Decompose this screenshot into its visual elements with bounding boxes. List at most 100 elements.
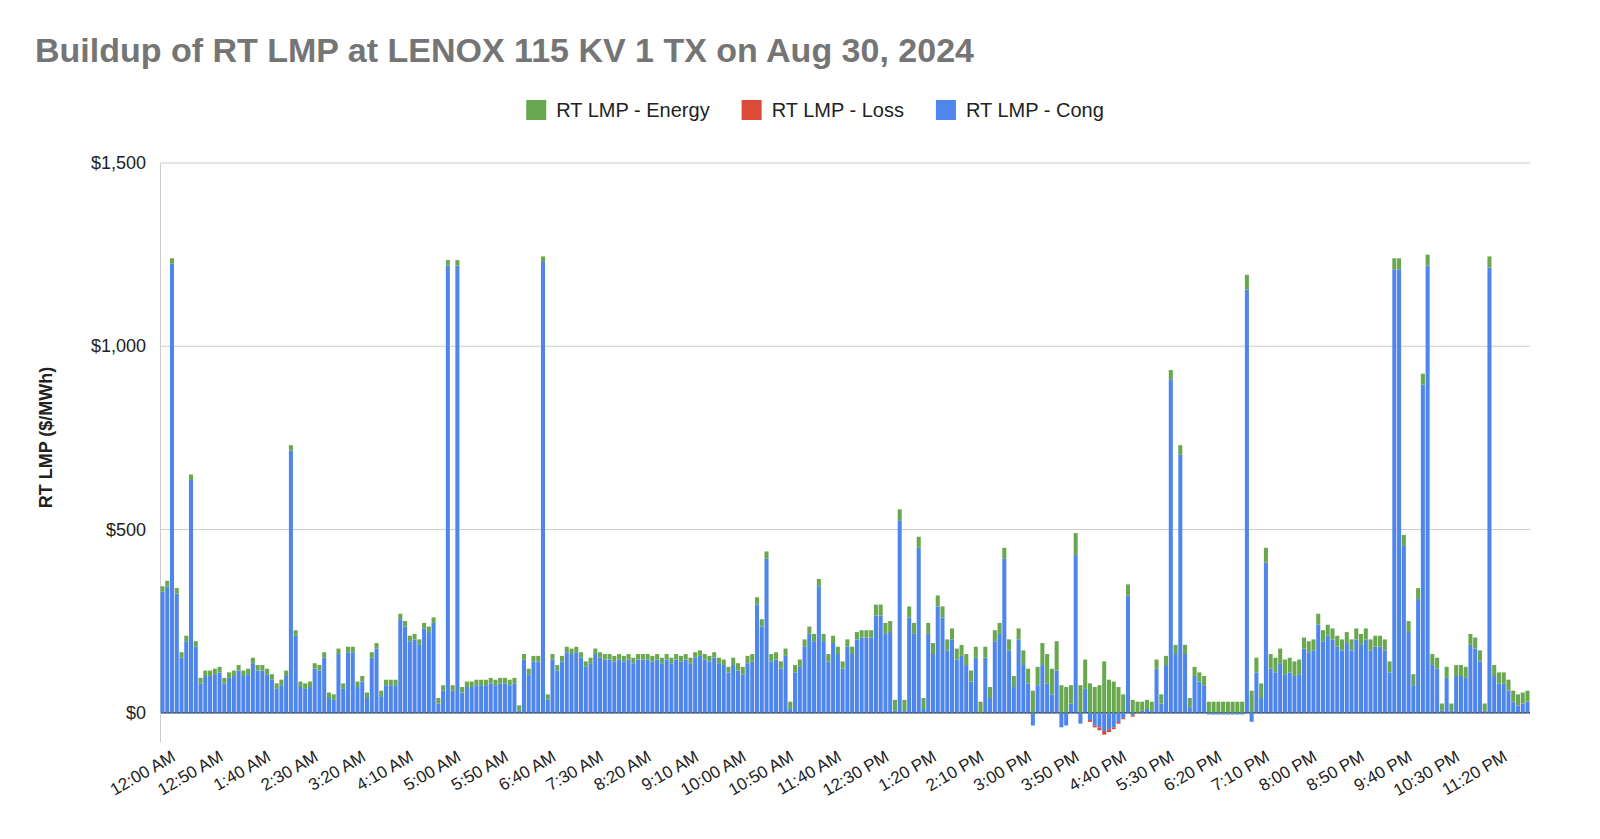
bar xyxy=(517,705,521,710)
bar xyxy=(294,630,298,635)
bar xyxy=(817,586,821,712)
bar xyxy=(707,661,711,712)
bar xyxy=(1245,289,1249,712)
bar xyxy=(508,685,512,712)
bar xyxy=(555,671,559,713)
bar xyxy=(1397,269,1401,712)
bar xyxy=(707,656,711,661)
bar xyxy=(322,658,326,713)
legend-label: RT LMP - Energy xyxy=(556,99,709,121)
bar xyxy=(864,638,868,713)
bar xyxy=(1454,676,1458,713)
bar xyxy=(1454,712,1458,713)
bar xyxy=(1245,275,1249,290)
grid-line xyxy=(160,346,1530,347)
bar xyxy=(1055,641,1059,670)
bar xyxy=(679,661,683,712)
bar xyxy=(836,647,840,654)
bar xyxy=(574,652,578,712)
bar xyxy=(898,509,902,520)
bar xyxy=(945,650,949,712)
bar xyxy=(940,606,944,617)
bar xyxy=(1354,639,1358,712)
bar xyxy=(360,682,364,713)
bar xyxy=(199,678,203,683)
bar xyxy=(1388,672,1392,712)
bar xyxy=(636,654,640,659)
bar xyxy=(1497,683,1501,712)
bar xyxy=(1121,713,1125,718)
bar xyxy=(284,712,288,713)
bar xyxy=(1002,712,1006,713)
bar xyxy=(589,663,593,712)
bar xyxy=(1502,712,1506,713)
bar xyxy=(1326,636,1330,713)
bar xyxy=(246,669,250,674)
bar xyxy=(441,685,445,690)
bar xyxy=(584,661,588,666)
bar xyxy=(536,656,540,661)
x-tick: 12:30 PM xyxy=(819,742,892,800)
bar xyxy=(1335,636,1339,647)
bar xyxy=(765,551,769,558)
bar xyxy=(536,661,540,712)
bar xyxy=(1145,712,1149,713)
bar xyxy=(936,606,940,712)
bar xyxy=(1150,702,1154,711)
bar xyxy=(1464,712,1468,713)
bar xyxy=(1283,674,1287,712)
bar xyxy=(1140,711,1144,713)
bar xyxy=(1369,650,1373,712)
bar xyxy=(655,660,659,713)
bar xyxy=(1359,645,1363,713)
bar xyxy=(1454,665,1458,676)
bar xyxy=(436,712,440,713)
bar xyxy=(508,680,512,685)
bar xyxy=(750,661,754,712)
bar xyxy=(1107,680,1111,713)
bar xyxy=(712,652,716,657)
bar xyxy=(1416,599,1420,713)
bar xyxy=(536,712,540,713)
bar xyxy=(1307,652,1311,712)
bar xyxy=(1202,676,1206,685)
bar xyxy=(199,712,203,713)
bar xyxy=(398,619,402,712)
bar xyxy=(203,671,207,676)
bar xyxy=(498,678,502,683)
bar xyxy=(631,658,635,663)
bar xyxy=(864,630,868,637)
bar xyxy=(332,700,336,713)
bar xyxy=(674,660,678,713)
bar xyxy=(1292,661,1296,676)
bar xyxy=(1321,712,1325,713)
bar xyxy=(189,712,193,713)
bar xyxy=(1478,712,1482,713)
bar xyxy=(646,654,650,659)
bar xyxy=(1026,669,1030,684)
bar xyxy=(574,647,578,652)
bar xyxy=(351,647,355,652)
bar xyxy=(1102,731,1106,735)
bar xyxy=(693,652,697,657)
bar xyxy=(1102,713,1106,731)
bar xyxy=(503,683,507,712)
bar xyxy=(1040,643,1044,665)
bar xyxy=(218,667,222,672)
bar xyxy=(874,616,878,713)
bar xyxy=(974,647,978,658)
bar xyxy=(598,658,602,713)
bar xyxy=(1354,628,1358,639)
bar xyxy=(1178,445,1182,454)
bar xyxy=(869,712,873,713)
bar xyxy=(451,691,455,713)
bar xyxy=(593,649,597,654)
grid-line xyxy=(160,529,1530,530)
bar xyxy=(598,652,602,657)
bar xyxy=(1174,654,1178,713)
bar xyxy=(731,665,735,713)
bar xyxy=(774,660,778,713)
bar xyxy=(955,712,959,713)
bar xyxy=(203,676,207,713)
bar xyxy=(1411,685,1415,712)
